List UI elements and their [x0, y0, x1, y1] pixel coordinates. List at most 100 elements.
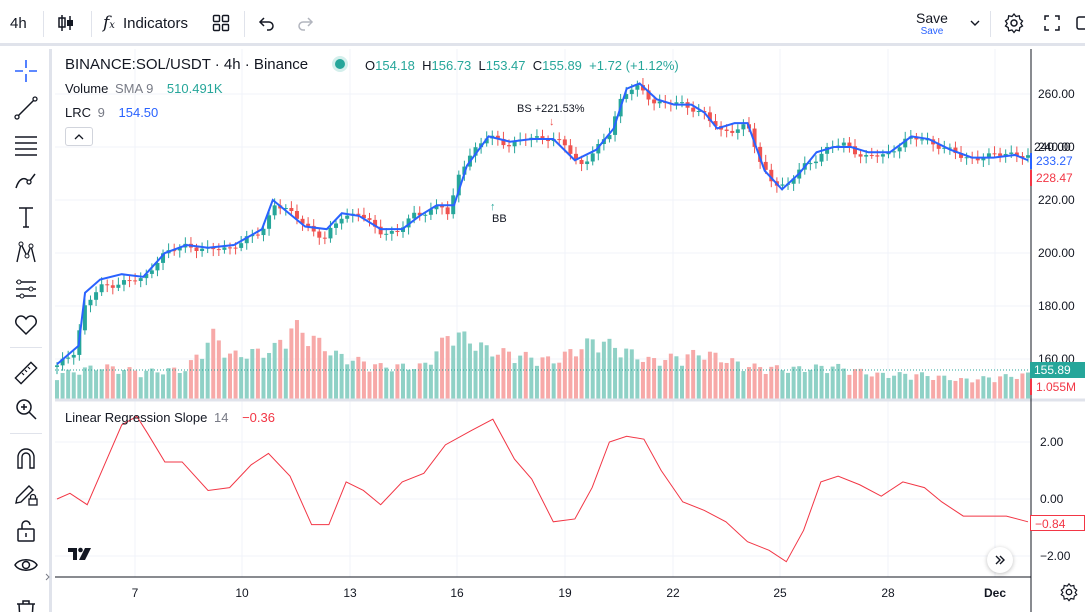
time-tick-label: 28: [881, 586, 895, 600]
indicators-label: Indicators: [122, 14, 188, 32]
hide-drawings-tool[interactable]: [12, 551, 40, 579]
candle-body: [880, 154, 885, 157]
volume-bar: [590, 339, 595, 399]
volume-bar: [1003, 374, 1008, 399]
last-price-label: 155.89: [1030, 362, 1085, 378]
volume-bar: [161, 374, 166, 399]
save-button[interactable]: Save Save: [916, 10, 948, 42]
volume-bar: [864, 374, 869, 399]
symbol-title[interactable]: BINANCE:SOL/USDT · 4h · Binance: [65, 56, 309, 73]
candle-body: [825, 146, 830, 154]
candle-body: [272, 205, 277, 216]
templates-button[interactable]: [211, 8, 231, 38]
text-icon: [19, 207, 33, 228]
zoom-tool[interactable]: [12, 395, 40, 423]
candle-body: [735, 129, 740, 133]
scroll-to-realtime-button[interactable]: [987, 547, 1013, 573]
delete-drawings-tool[interactable]: [12, 595, 40, 612]
collapse-legend-button[interactable]: [65, 127, 93, 146]
candle-body: [947, 147, 952, 149]
volume-bar: [802, 371, 807, 399]
volume-bar: [529, 357, 534, 399]
lrc-name: LRC: [65, 105, 92, 120]
candle-body: [456, 174, 461, 196]
brush-tool[interactable]: [12, 167, 40, 195]
pattern-tool[interactable]: [12, 239, 40, 267]
volume-bar: [244, 358, 249, 399]
lock-drawing-mode-tool[interactable]: [12, 481, 40, 509]
favorites-tool[interactable]: [12, 311, 40, 339]
bs-annotation[interactable]: BS +221.53%: [517, 103, 585, 115]
candle-body: [629, 89, 634, 95]
settings-button[interactable]: [1003, 8, 1025, 38]
bb-annotation[interactable]: BB: [492, 213, 507, 225]
chart-canvas[interactable]: 7 10 13 16 19 22 25 28 Dec 260.00 240.00 220.00 200…: [55, 49, 1085, 612]
chart-area[interactable]: 7 10 13 16 19 22 25 28 Dec 260.00 240.00 220.00 200…: [55, 49, 1085, 612]
slope-tick-label: 2.00: [1040, 435, 1064, 449]
candle-body: [769, 169, 774, 182]
lock-drawings-tool[interactable]: [12, 517, 40, 545]
interval-button[interactable]: 4h: [10, 8, 27, 38]
candle-body: [501, 138, 506, 146]
time-axis[interactable]: 7 10 13 16 19 22 25 28 Dec: [132, 586, 1007, 600]
volume-bar: [155, 372, 160, 399]
volume-bar: [183, 371, 188, 399]
change-value: +1.72 (+1.12%): [589, 58, 679, 73]
volume-bar: [730, 358, 735, 399]
chart-type-button[interactable]: [56, 8, 76, 38]
candle-body: [903, 138, 908, 148]
slope-legend[interactable]: Linear Regression Slope 14 −0.36: [65, 410, 275, 425]
lrc-legend[interactable]: LRC 9 154.50: [65, 105, 158, 120]
volume-bar: [456, 332, 461, 399]
volume-bar: [613, 347, 618, 399]
market-status-dot[interactable]: [335, 57, 345, 72]
volume-bar: [512, 363, 517, 399]
candle-body: [216, 249, 221, 251]
slope-axis[interactable]: 2.00 0.00 −2.00: [1040, 435, 1071, 563]
undo-button[interactable]: [257, 8, 277, 38]
snapshot-button[interactable]: [1075, 8, 1085, 38]
volume-bar: [713, 352, 718, 399]
slope-params: 14: [214, 410, 229, 425]
volume-bar: [897, 372, 902, 399]
magnet-tool[interactable]: [12, 445, 40, 473]
indicators-button[interactable]: fx Indicators: [103, 8, 188, 38]
eye-menu-arrow[interactable]: [44, 569, 52, 583]
fullscreen-button[interactable]: [1042, 8, 1062, 38]
candle-body: [88, 299, 93, 306]
axis-settings-button[interactable]: [1059, 582, 1081, 604]
volume-bar: [378, 363, 383, 399]
open-value: 154.18: [375, 58, 415, 73]
prediction-tool[interactable]: [12, 275, 40, 303]
volume-legend[interactable]: Volume SMA 9 510.491K: [65, 81, 223, 96]
top-toolbar: 4h fx Indicators: [0, 0, 1085, 46]
candle-body: [1009, 152, 1014, 154]
volume-bar: [473, 350, 478, 399]
crosshair-tool[interactable]: [12, 57, 40, 85]
volume-bar: [786, 372, 791, 399]
tradingview-logo[interactable]: [67, 545, 93, 563]
volume-bar: [149, 368, 154, 399]
toolbar-divider: [10, 347, 42, 348]
volume-bar: [484, 345, 489, 399]
volume-bar: [719, 362, 724, 399]
redo-button[interactable]: [295, 8, 315, 38]
candle-body: [763, 161, 768, 170]
candle-body: [233, 247, 238, 249]
volume-bar: [166, 368, 171, 399]
candle-body: [858, 154, 863, 157]
volume-bar: [596, 352, 601, 399]
trend-line-tool[interactable]: [12, 94, 40, 122]
save-menu-button[interactable]: [968, 8, 982, 38]
fib-tool[interactable]: [12, 131, 40, 159]
text-tool[interactable]: [12, 203, 40, 231]
grid-icon: [212, 14, 230, 32]
candle-body: [936, 144, 941, 149]
candle-body: [730, 130, 735, 133]
volume-bar: [406, 369, 411, 399]
volume-bar: [127, 367, 132, 399]
candle-body: [1014, 152, 1019, 157]
toolbar-divider: [10, 433, 42, 434]
measure-tool[interactable]: [12, 359, 40, 387]
